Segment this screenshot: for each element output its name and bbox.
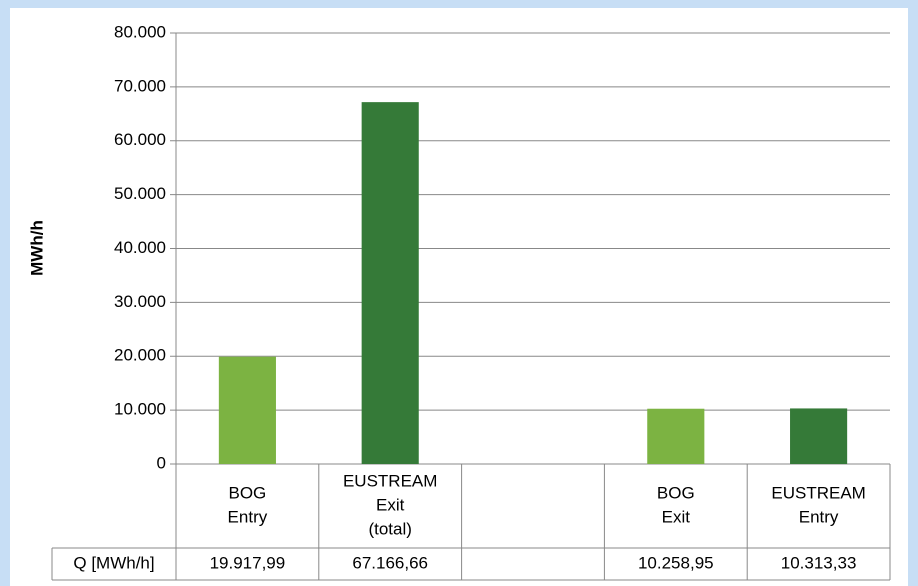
y-axis-label: MWh/h [27,220,46,276]
bar [218,356,276,464]
x-tick-label: EUSTREAM [343,471,437,490]
y-tick-label: 60.000 [114,130,166,149]
panel [10,8,908,586]
y-tick-label: 20.000 [114,346,166,365]
y-tick-label: 30.000 [114,292,166,311]
table-value: 10.313,33 [781,553,857,572]
x-tick-label: BOG [657,483,695,502]
bar [647,408,705,464]
x-tick-label: Entry [799,507,839,526]
table-value: 19.917,99 [210,553,286,572]
x-tick-label: Exit [376,495,405,514]
y-tick-label: 0 [157,453,166,472]
y-tick-label: 40.000 [114,238,166,257]
bar [361,102,419,464]
y-tick-label: 80.000 [114,22,166,41]
table-value: 67.166,66 [352,553,428,572]
table-value: 10.258,95 [638,553,714,572]
x-tick-label: Entry [228,507,268,526]
y-tick-label: 70.000 [114,76,166,95]
x-tick-label: (total) [368,519,411,538]
x-tick-label: BOG [229,483,267,502]
bar [790,408,848,464]
table-row-label: Q [MWh/h] [73,553,154,572]
y-tick-label: 10.000 [114,400,166,419]
x-tick-label: EUSTREAM [771,483,865,502]
x-tick-label: Exit [662,507,691,526]
y-tick-label: 50.000 [114,184,166,203]
